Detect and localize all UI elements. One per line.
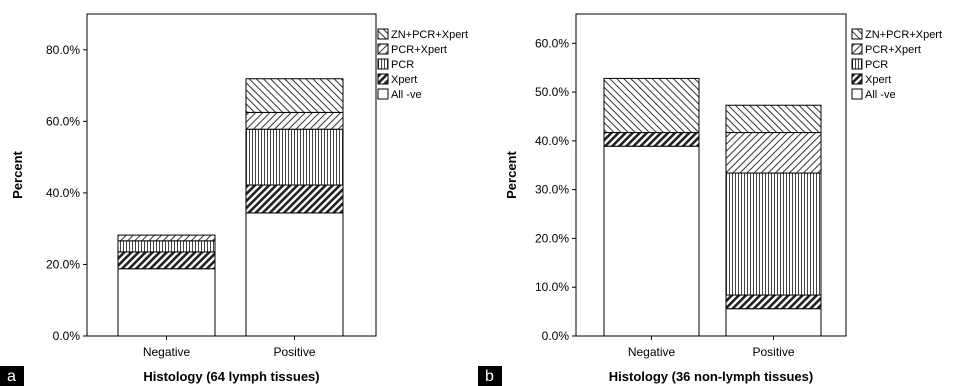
bar-segment-negative-zn-pcr-xpert (603, 77, 700, 134)
legend-label-pcr: PCR (391, 59, 414, 71)
y-tick-label: 10.0% (535, 280, 569, 294)
y-tick-label: 0.0% (542, 329, 570, 343)
bar-segment-positive-zn-pcr-xpert (725, 104, 822, 134)
bar-segment-negative-all-ve (603, 145, 700, 337)
x-tick-label-negative: Negative (628, 345, 676, 359)
legend-swatch-pcr-xpert (377, 43, 389, 55)
legend-swatch-all-ve (851, 88, 863, 100)
panel-label-box-a (0, 366, 24, 386)
bar-segment-negative-xpert (117, 251, 216, 270)
legend-swatch-all-ve (377, 88, 389, 100)
panel-label-a: a (7, 368, 16, 385)
y-axis-title: Percent (10, 150, 25, 198)
legend-swatch-zn-pcr-xpert (377, 28, 389, 40)
chart-panel-b: 0.0% 10.0% 20.0% 30.0% 40.0% 50.0% 60.0% Negati… (504, 13, 942, 384)
x-axis-title: Histology (36 non-lymph tissues) (609, 369, 813, 384)
legend-label-pcr-xpert: PCR+Xpert (391, 44, 447, 56)
legend-swatch-pcr-xpert (851, 43, 863, 55)
x-axis-title: Histology (64 lymph tissues) (143, 369, 319, 384)
bar-segment-positive-pcr-xpert (245, 111, 344, 130)
y-tick-label: 80.0% (46, 43, 80, 57)
y-tick-label: 60.0% (535, 36, 569, 50)
y-tick-label: 30.0% (535, 183, 569, 197)
y-tick-label: 40.0% (46, 186, 80, 200)
legend-label-pcr: PCR (865, 59, 888, 71)
bar-segment-positive-all-ve (245, 212, 344, 337)
y-axis-title: Percent (504, 150, 519, 198)
plot-frame (86, 13, 377, 337)
bar-segment-positive-all-ve (725, 308, 822, 337)
legend-label-all-ve: All -ve (865, 89, 896, 101)
legend-swatch-pcr (851, 58, 863, 70)
plot-frame (575, 13, 847, 337)
chart-panel-a: 0.0% 20.0% 40.0% 60.0% 80.0% Negative Positive… (10, 13, 468, 384)
bar-segment-positive-pcr (725, 172, 822, 296)
y-tick-label: 50.0% (535, 85, 569, 99)
legend-swatch-zn-pcr-xpert (851, 28, 863, 40)
bar-segment-positive-pcr-xpert (725, 132, 822, 174)
legend-label-xpert: Xpert (865, 74, 891, 86)
bar-segment-negative-pcr-xpert (117, 234, 216, 242)
x-tick-label-positive: Positive (273, 345, 315, 359)
y-tick-label: 40.0% (535, 134, 569, 148)
bar-segment-negative-pcr (117, 240, 216, 253)
bar-segment-negative-xpert (603, 132, 700, 147)
legend-swatch-xpert (377, 73, 389, 85)
legend-label-pcr-xpert: PCR+Xpert (865, 44, 921, 56)
bar-segment-positive-xpert (245, 184, 344, 214)
x-tick-label-positive: Positive (752, 345, 794, 359)
bar-segment-positive-zn-pcr-xpert (245, 78, 344, 113)
bar-segment-positive-pcr (245, 128, 344, 186)
legend-label-all-ve: All -ve (391, 89, 422, 101)
y-tick-label: 20.0% (535, 231, 569, 245)
panel-label-b: b (485, 368, 494, 385)
bar-segment-negative-all-ve (117, 268, 216, 337)
legend-label-zn-pcr-xpert: ZN+PCR+Xpert (865, 29, 942, 41)
y-tick-label: 60.0% (46, 114, 80, 128)
x-tick-label-negative: Negative (143, 345, 191, 359)
bar-segment-positive-xpert (725, 294, 822, 310)
legend-swatch-xpert (851, 73, 863, 85)
legend-swatch-pcr (377, 58, 389, 70)
legend-label-xpert: Xpert (391, 74, 417, 86)
y-tick-label: 20.0% (46, 257, 80, 271)
legend-label-zn-pcr-xpert: ZN+PCR+Xpert (391, 29, 468, 41)
y-tick-label: 0.0% (53, 329, 81, 343)
panel-label-box-b (478, 366, 502, 386)
